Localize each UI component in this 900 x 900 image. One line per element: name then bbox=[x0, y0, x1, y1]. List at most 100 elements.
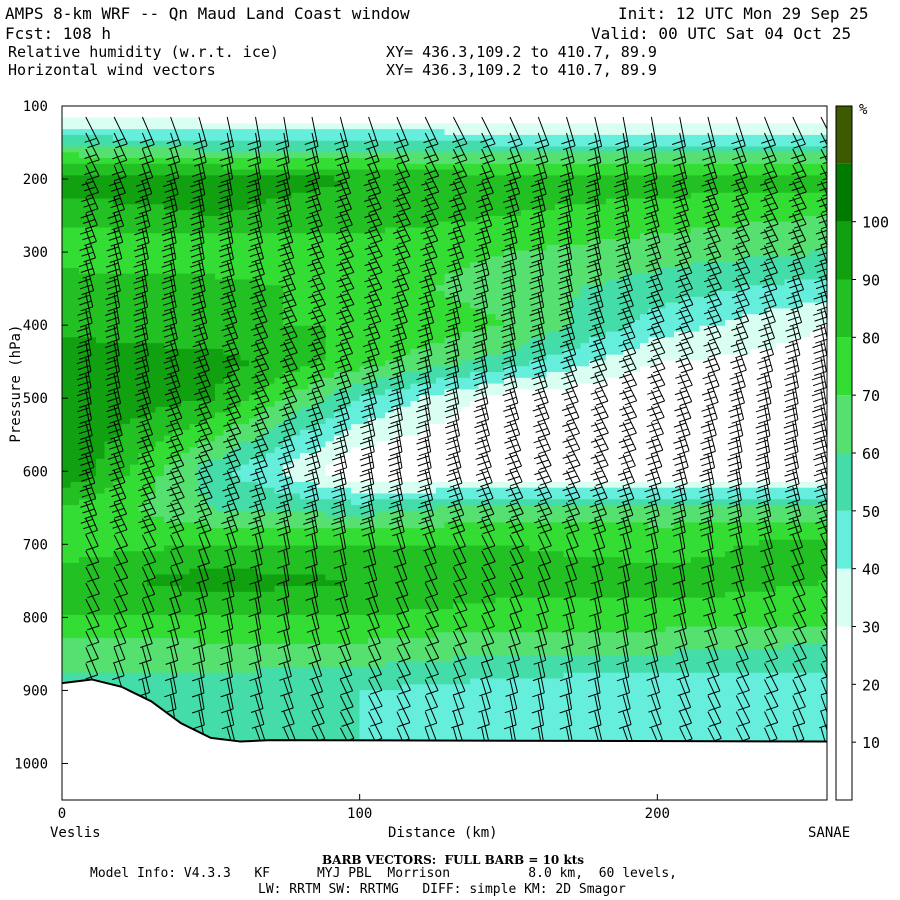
rh-cell bbox=[138, 360, 148, 367]
rh-cell bbox=[300, 499, 310, 506]
rh-cell bbox=[351, 314, 361, 321]
rh-cell bbox=[342, 325, 352, 333]
rh-cell bbox=[334, 695, 344, 703]
rh-cell bbox=[317, 522, 327, 529]
rh-cell bbox=[147, 510, 157, 518]
rh-cell bbox=[79, 285, 89, 292]
rh-cell bbox=[274, 586, 284, 593]
rh-cell bbox=[325, 562, 335, 570]
rh-cell bbox=[359, 620, 369, 628]
rh-cell bbox=[70, 626, 80, 633]
rh-cell bbox=[121, 661, 131, 668]
rh-cell bbox=[291, 458, 301, 466]
rh-cell bbox=[164, 695, 174, 703]
rh-cell bbox=[181, 106, 191, 113]
rh-cell bbox=[317, 152, 327, 159]
rh-cell bbox=[325, 198, 335, 205]
rh-cell bbox=[62, 666, 72, 674]
rh-cell bbox=[300, 516, 310, 523]
rh-cell bbox=[402, 331, 412, 338]
rh-cell bbox=[62, 568, 72, 576]
rh-cell bbox=[240, 181, 250, 188]
rh-cell bbox=[79, 620, 89, 628]
rh-cell bbox=[300, 707, 310, 714]
rh-cell bbox=[385, 406, 395, 414]
rh-cell bbox=[308, 296, 318, 304]
rh-cell bbox=[87, 551, 97, 558]
rh-cell bbox=[334, 655, 344, 662]
rh-cell bbox=[376, 233, 386, 240]
rh-cell bbox=[385, 453, 395, 460]
rh-cell bbox=[164, 163, 174, 171]
rh-cell bbox=[249, 701, 259, 709]
rh-cell bbox=[96, 279, 106, 286]
rh-cell bbox=[206, 562, 216, 570]
rh-cell bbox=[96, 308, 106, 315]
rh-cell bbox=[274, 655, 284, 662]
rh-cell bbox=[215, 140, 225, 148]
rh-cell bbox=[317, 123, 327, 130]
rh-cell bbox=[96, 435, 106, 443]
rh-cell bbox=[121, 597, 131, 604]
rh-cell bbox=[87, 372, 97, 379]
rh-cell bbox=[164, 233, 174, 240]
rh-cell bbox=[266, 597, 276, 604]
rh-cell bbox=[155, 562, 165, 570]
rh-cell bbox=[189, 400, 199, 408]
rh-cell bbox=[325, 441, 335, 448]
rh-cell bbox=[206, 533, 216, 541]
rh-cell bbox=[240, 464, 250, 471]
rh-cell bbox=[283, 510, 293, 518]
rh-cell bbox=[291, 395, 301, 402]
rh-cell bbox=[206, 158, 216, 165]
rh-cell bbox=[342, 458, 352, 466]
rh-cell bbox=[393, 366, 403, 373]
rh-cell bbox=[155, 262, 165, 269]
rh-cell bbox=[130, 192, 140, 200]
rh-cell bbox=[232, 186, 242, 194]
rh-cell bbox=[325, 163, 335, 171]
rh-cell bbox=[206, 678, 216, 685]
rh-cell bbox=[172, 250, 182, 257]
rh-cell bbox=[121, 464, 131, 471]
rh-cell bbox=[308, 545, 318, 552]
rh-cell bbox=[334, 106, 344, 113]
rh-cell bbox=[240, 262, 250, 269]
rh-cell bbox=[393, 140, 403, 148]
rh-cell bbox=[62, 204, 72, 211]
rh-cell bbox=[206, 314, 216, 321]
rh-cell bbox=[70, 499, 80, 506]
rh-cell bbox=[121, 453, 131, 460]
rh-cell bbox=[385, 279, 395, 286]
rh-cell bbox=[223, 435, 233, 443]
rh-cell bbox=[104, 580, 114, 587]
rh-cell bbox=[291, 215, 301, 223]
rh-cell bbox=[104, 666, 114, 674]
rh-cell bbox=[138, 649, 148, 657]
rh-cell bbox=[87, 638, 97, 645]
rh-cell bbox=[402, 111, 412, 119]
rh-cell bbox=[410, 470, 420, 477]
chart-title: AMPS 8-km WRF -- Qn Maud Land Coast wind… bbox=[5, 4, 410, 23]
rh-cell bbox=[393, 632, 403, 639]
rh-cell bbox=[130, 111, 140, 119]
rh-cell bbox=[393, 719, 403, 726]
rh-cell bbox=[308, 233, 318, 240]
rh-cell bbox=[402, 343, 412, 350]
rh-cell bbox=[189, 123, 199, 130]
rh-cell bbox=[113, 244, 123, 252]
rh-cell bbox=[215, 614, 225, 622]
rh-cell bbox=[249, 574, 259, 581]
rh-cell bbox=[342, 643, 352, 651]
rh-cell bbox=[181, 169, 191, 176]
rh-cell bbox=[393, 649, 403, 657]
rh-cell bbox=[325, 146, 335, 153]
rh-cell bbox=[402, 441, 412, 448]
rh-cell bbox=[359, 262, 369, 269]
rh-cell bbox=[62, 186, 72, 194]
rh-cell bbox=[376, 210, 386, 217]
rh-cell bbox=[359, 591, 369, 599]
rh-cell bbox=[206, 603, 216, 610]
rh-cell bbox=[385, 377, 395, 385]
rh-cell bbox=[70, 672, 80, 680]
